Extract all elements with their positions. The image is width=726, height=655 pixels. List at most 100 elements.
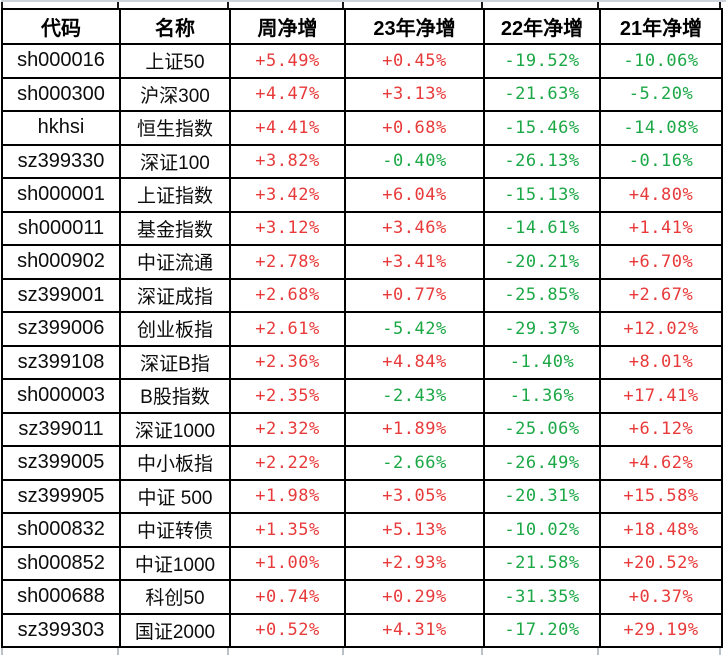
cropped-cell-border (229, 2, 344, 8)
cell-net-gain-2021: +4.62% (599, 445, 723, 481)
table-header: 代码 名称 周净增 23年净增 22年净增 21年净增 (1, 8, 723, 45)
cell-net-gain-2022: -25.85% (483, 277, 601, 313)
cell-code: sh000016 (1, 43, 121, 79)
cropped-cell-border (1, 2, 119, 8)
cell-net-gain-2021: -10.06% (599, 43, 723, 79)
header-row: 代码 名称 周净增 23年净增 22年净增 21年净增 (1, 8, 723, 45)
cropped-row-above (1, 0, 726, 8)
cell-name: 基金指数 (119, 210, 231, 246)
cell-net-gain-2022: -15.13% (483, 177, 601, 213)
table-body: sh000016 上证50 +5.49% +0.45% -19.52% -10.06% sh… (1, 43, 723, 648)
cell-week-net-gain: +3.12% (229, 210, 346, 246)
cell-net-gain-2023: +0.29% (344, 579, 485, 615)
table-row: sz399303 国证2000 +0.52% +4.31% -17.20% +29.19% (1, 612, 723, 648)
table-row: sz399006 创业板指 +2.61% -5.42% -29.37% +12.02% (1, 311, 723, 347)
cell-name: 上证指数 (119, 177, 231, 213)
cell-net-gain-2022: -25.06% (483, 411, 601, 447)
table-row: sh000902 中证流通 +2.78% +3.41% -20.21% +6.70% (1, 244, 723, 280)
cell-week-net-gain: +2.61% (229, 311, 346, 347)
cell-name: 中证1000 (119, 545, 231, 581)
cell-code: sh000902 (1, 244, 121, 280)
cell-net-gain-2023: +0.45% (344, 43, 485, 79)
cell-net-gain-2023: +3.46% (344, 210, 485, 246)
cell-net-gain-2022: -21.58% (483, 545, 601, 581)
cell-name: 中证转债 (119, 512, 231, 548)
cell-week-net-gain: +4.41% (229, 110, 346, 146)
cell-net-gain-2021: +4.80% (599, 177, 723, 213)
cell-net-gain-2021: +12.02% (599, 311, 723, 347)
cell-net-gain-2021: +0.37% (599, 579, 723, 615)
cell-week-net-gain: +2.32% (229, 411, 346, 447)
cell-code: sh000832 (1, 512, 121, 548)
cell-week-net-gain: +5.49% (229, 43, 346, 79)
cell-net-gain-2022: -1.36% (483, 378, 601, 414)
table-row: hkhsi 恒生指数 +4.41% +0.68% -15.46% -14.08% (1, 110, 723, 146)
cropped-cell-border (229, 648, 344, 655)
table-row: sh000832 中证转债 +1.35% +5.13% -10.02% +18.48% (1, 512, 723, 548)
cell-net-gain-2023: +3.41% (344, 244, 485, 280)
cropped-cell-border (483, 2, 599, 8)
cell-code: sz399303 (1, 612, 121, 648)
cell-code: sh000688 (1, 579, 121, 615)
cell-name: 中小板指 (119, 445, 231, 481)
cell-name: 深证B指 (119, 344, 231, 380)
cell-net-gain-2022: -26.13% (483, 143, 601, 179)
table-row: sz399330 深证100 +3.82% -0.40% -26.13% -0.16% (1, 143, 723, 179)
table-row: sz399001 深证成指 +2.68% +0.77% -25.85% +2.67% (1, 277, 723, 313)
cell-net-gain-2023: -5.42% (344, 311, 485, 347)
cropped-cell-border (1, 648, 119, 655)
table-row: sh000016 上证50 +5.49% +0.45% -19.52% -10.06% (1, 43, 723, 79)
cell-net-gain-2021: -14.08% (599, 110, 723, 146)
cell-name: 中证 500 (119, 478, 231, 514)
cell-code: sz399001 (1, 277, 121, 313)
cell-code: sh000003 (1, 378, 121, 414)
table-row: sh000011 基金指数 +3.12% +3.46% -14.61% +1.41% (1, 210, 723, 246)
cropped-cell-border (483, 648, 599, 655)
table-row: sh000300 沪深300 +4.47% +3.13% -21.63% -5.20% (1, 76, 723, 112)
cell-code: sz399330 (1, 143, 121, 179)
cell-net-gain-2021: +8.01% (599, 344, 723, 380)
cell-net-gain-2023: +5.13% (344, 512, 485, 548)
cell-net-gain-2022: -10.02% (483, 512, 601, 548)
cell-name: 科创50 (119, 579, 231, 615)
cell-net-gain-2023: +0.68% (344, 110, 485, 146)
cropped-row-below (1, 648, 726, 655)
cell-code: sz399108 (1, 344, 121, 380)
cell-net-gain-2021: -0.16% (599, 143, 723, 179)
cell-net-gain-2021: +17.41% (599, 378, 723, 414)
cell-name: B股指数 (119, 378, 231, 414)
cell-net-gain-2023: +3.05% (344, 478, 485, 514)
cell-week-net-gain: +4.47% (229, 76, 346, 112)
cell-code: sz399905 (1, 478, 121, 514)
column-header-name: 名称 (119, 8, 231, 45)
table-row: sz399005 中小板指 +2.22% -2.66% -26.49% +4.62% (1, 445, 723, 481)
column-header-code: 代码 (1, 8, 121, 45)
cell-net-gain-2022: -20.21% (483, 244, 601, 280)
cell-net-gain-2022: -14.61% (483, 210, 601, 246)
cell-net-gain-2021: +18.48% (599, 512, 723, 548)
cell-net-gain-2023: +4.31% (344, 612, 485, 648)
cell-net-gain-2023: +1.89% (344, 411, 485, 447)
column-header-net-gain-2021: 21年净增 (599, 8, 723, 45)
cell-net-gain-2023: +2.93% (344, 545, 485, 581)
cell-name: 创业板指 (119, 311, 231, 347)
cell-week-net-gain: +2.35% (229, 378, 346, 414)
table-row: sh000688 科创50 +0.74% +0.29% -31.35% +0.37% (1, 579, 723, 615)
cell-name: 深证成指 (119, 277, 231, 313)
cell-net-gain-2022: -1.40% (483, 344, 601, 380)
cell-net-gain-2022: -19.52% (483, 43, 601, 79)
cell-code: hkhsi (1, 110, 121, 146)
cell-net-gain-2023: -0.40% (344, 143, 485, 179)
cropped-cell-border (344, 2, 483, 8)
index-net-gain-table: 代码 名称 周净增 23年净增 22年净增 21年净增 sh000016 上证50 +5.49… (1, 8, 723, 648)
cell-net-gain-2021: +20.52% (599, 545, 723, 581)
cell-net-gain-2021: +6.12% (599, 411, 723, 447)
column-header-net-gain-2022: 22年净增 (483, 8, 601, 45)
cell-net-gain-2023: -2.43% (344, 378, 485, 414)
cell-week-net-gain: +1.35% (229, 512, 346, 548)
cell-net-gain-2021: -5.20% (599, 76, 723, 112)
cropped-cell-border (119, 648, 229, 655)
cell-name: 沪深300 (119, 76, 231, 112)
table-row: sh000852 中证1000 +1.00% +2.93% -21.58% +20.52% (1, 545, 723, 581)
